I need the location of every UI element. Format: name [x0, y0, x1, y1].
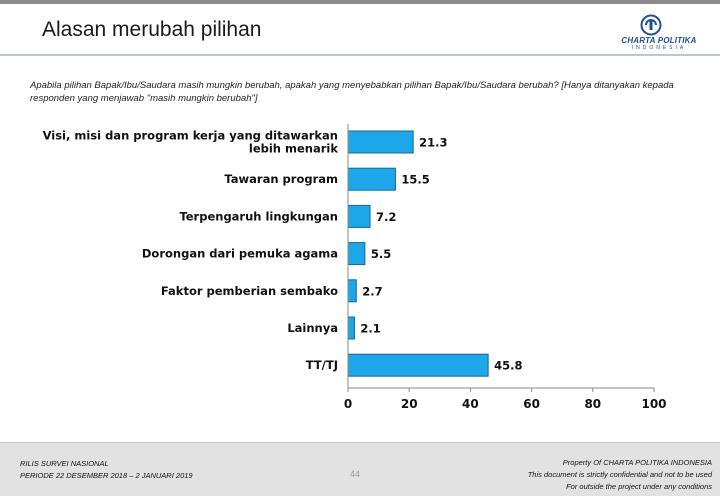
chart-bars: Visi, misi dan program kerja yang ditawa… [43, 129, 523, 377]
category-label: TT/TJ [306, 358, 338, 372]
category-label: Faktor pemberian sembako [161, 284, 338, 298]
slide-title: Alasan merubah pilihan [42, 18, 262, 41]
bar [347, 130, 414, 154]
x-tick-label: 40 [462, 397, 479, 411]
footer-survey-period: PERIODE 22 DESEMBER 2018 – 2 JANUARI 201… [20, 471, 193, 480]
footer-confidential-line: This document is strictly confidential a… [527, 470, 712, 479]
page-number: 44 [349, 469, 360, 479]
logo-globe-icon [640, 14, 662, 36]
survey-question: Apabila pilihan Bapak/Ibu/Saudara masih … [30, 80, 674, 104]
x-tick-label: 80 [584, 397, 601, 411]
footer-usage-line: For outside the project under any condit… [566, 482, 712, 491]
value-label: 45.8 [494, 359, 522, 373]
footer-survey-title: RILIS SURVEI NASIONAL [20, 459, 109, 468]
category-label: Lainnya [287, 321, 338, 335]
footer-survey-info: RILIS SURVEI NASIONAL PERIODE 22 DESEMBE… [20, 458, 193, 482]
chart-axis: 0 20 40 60 80 100 [344, 124, 667, 411]
x-tick-label: 60 [523, 397, 540, 411]
bar [347, 242, 366, 266]
bar [347, 279, 357, 303]
slide-footer: RILIS SURVEI NASIONAL PERIODE 22 DESEMBE… [0, 442, 720, 496]
header-divider [0, 54, 720, 56]
bar [347, 167, 396, 191]
bar [347, 316, 355, 340]
bar [347, 204, 371, 228]
value-label: 2.7 [362, 284, 382, 298]
value-label: 21.3 [419, 136, 447, 150]
bar [347, 353, 489, 377]
top-frame-bar [0, 0, 720, 4]
charta-politika-logo: CHARTA POLITIKA INDONESIA [604, 14, 714, 51]
x-tick-label: 20 [401, 397, 418, 411]
x-tick-label: 100 [641, 397, 666, 411]
category-label: Visi, misi dan program kerja yang ditawa… [43, 129, 339, 156]
value-label: 15.5 [401, 173, 429, 187]
x-tick-label: 0 [344, 397, 352, 411]
value-label: 2.1 [360, 322, 380, 336]
category-label: Tawaran program [224, 172, 338, 186]
logo-subtitle: INDONESIA [631, 45, 687, 51]
category-label: Terpengaruh lingkungan [179, 209, 338, 223]
footer-confidentiality: Property Of CHARTA POLITIKA INDONESIA Th… [528, 457, 712, 493]
bar-chart: Visi, misi dan program kerja yang ditawa… [43, 124, 667, 411]
value-label: 5.5 [371, 247, 391, 261]
footer-property-line: Property Of CHARTA POLITIKA INDONESIA [562, 458, 712, 467]
category-label: Dorongan dari pemuka agama [142, 247, 338, 261]
value-label: 7.2 [376, 210, 396, 224]
logo-name: CHARTA POLITIKA [621, 36, 697, 45]
slide-header: Alasan merubah pilihan [0, 4, 720, 54]
